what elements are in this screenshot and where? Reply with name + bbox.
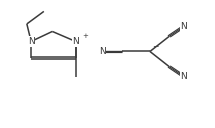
Text: N: N xyxy=(28,37,34,46)
Text: N: N xyxy=(181,22,187,31)
Text: N: N xyxy=(72,37,79,46)
Text: N: N xyxy=(181,72,187,81)
Text: −: − xyxy=(152,42,158,51)
Text: +: + xyxy=(82,33,88,39)
Text: N: N xyxy=(99,47,105,56)
